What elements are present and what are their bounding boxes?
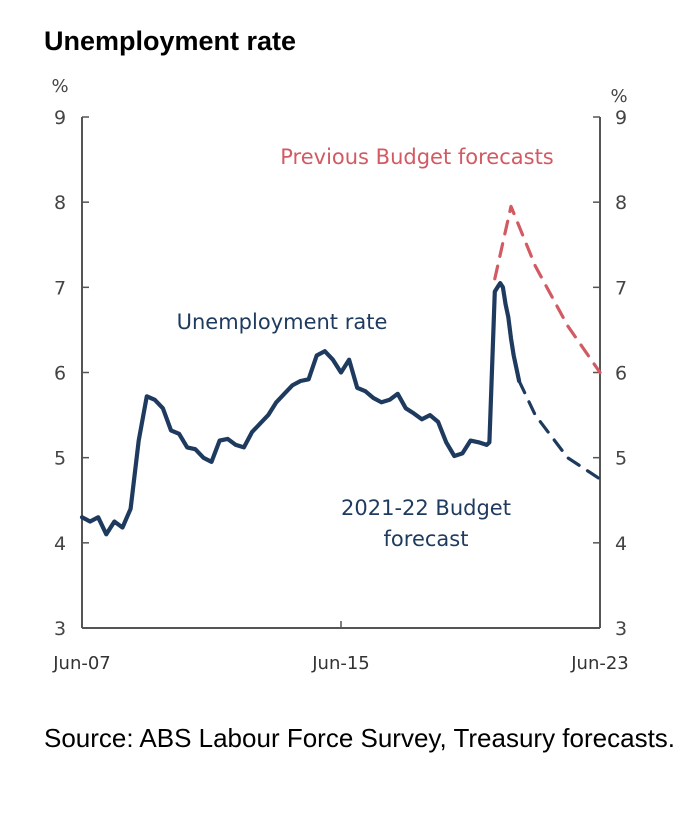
right-y-tick-label: 6 (615, 363, 627, 385)
right-axis-unit: % (610, 86, 627, 107)
left-y-tick-label: 7 (54, 277, 66, 299)
left-y-tick-label: 8 (54, 192, 66, 214)
unemployment-rate-label: Unemployment rate (177, 310, 388, 334)
left-y-tick-label: 6 (54, 363, 66, 385)
right-y-tick-label: 9 (615, 107, 627, 129)
series-line-2021-22-budget-forecast (517, 379, 602, 481)
x-tick-label: Jun-07 (52, 653, 111, 674)
left-axis-unit: % (51, 76, 68, 97)
right-y-tick-label: 5 (615, 448, 627, 470)
x-tick-label: Jun-15 (311, 653, 370, 674)
left-y-tick-label: 5 (54, 448, 66, 470)
right-y-tick-label: 4 (615, 533, 627, 555)
left-y-tick-label: 4 (54, 533, 66, 555)
unemployment-chart: % % 3 3 4 4 5 5 6 6 7 7 8 8 9 9 Jun-07 Jun-15 Jun-23 Previ… (51, 76, 629, 674)
x-tick-label: Jun-23 (570, 653, 629, 674)
budget-forecast-label-line2: forecast (384, 527, 469, 551)
chart-title: Unemployment rate (44, 26, 297, 56)
previous-forecast-label: Previous Budget forecasts (280, 145, 554, 169)
source-note: Source: ABS Labour Force Survey, Treasur… (44, 723, 676, 753)
left-y-tick-label: 9 (54, 107, 66, 129)
right-y-tick-label: 3 (615, 618, 627, 640)
right-y-tick-label: 7 (615, 277, 627, 299)
series-line-previous-budget-forecasts (493, 204, 602, 375)
series-line-unemployment-rate (79, 281, 522, 537)
left-y-tick-label: 3 (54, 618, 66, 640)
budget-forecast-label-line1: 2021-22 Budget (341, 496, 511, 520)
right-y-tick-label: 8 (615, 192, 627, 214)
